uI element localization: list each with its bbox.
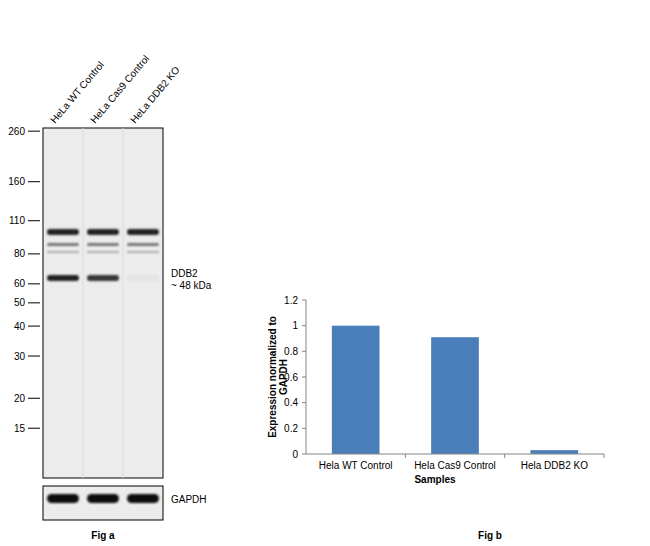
- blot-frame: [43, 128, 163, 478]
- x-tick: [604, 454, 605, 458]
- upper-band: [87, 229, 119, 235]
- x-tick-label: Hela DDB2 KO: [521, 460, 588, 471]
- mw-label: 20: [14, 393, 26, 404]
- gapdh-band: [127, 494, 159, 503]
- upper-band-faint: [47, 251, 79, 253]
- loading-control-label: GAPDH: [171, 494, 207, 505]
- gapdh-band: [47, 494, 79, 502]
- caption: Fig b: [478, 530, 502, 541]
- lane-label: HeLa DDB2 KO: [128, 64, 182, 125]
- mw-tick: [28, 131, 40, 132]
- y-tick: [302, 454, 306, 455]
- y-tick: [302, 351, 306, 352]
- bar: [332, 326, 380, 454]
- upper-band-faint: [87, 251, 119, 253]
- mw-label: 160: [8, 176, 25, 187]
- upper-band-faint: [127, 251, 159, 253]
- upper-band-faint: [47, 243, 79, 246]
- bar-chart: 00.20.40.60.811.2Hela WT ControlHela Cas…: [267, 295, 604, 542]
- mw-tick: [28, 181, 40, 182]
- y-tick-label: 1: [292, 320, 298, 331]
- x-tick: [405, 454, 406, 458]
- mw-tick: [28, 253, 40, 254]
- ddb2-band: [87, 275, 119, 281]
- y-tick-label: 0.2: [284, 423, 298, 434]
- y-tick-label: 0.4: [284, 397, 298, 408]
- bar: [431, 337, 479, 454]
- y-tick: [302, 325, 306, 326]
- mw-label: 30: [14, 351, 26, 362]
- upper-band-faint: [87, 243, 119, 246]
- canvas: HeLa WT ControlHeLa Cas9 ControlHeLa DDB…: [0, 0, 650, 546]
- y-tick: [302, 428, 306, 429]
- bar: [530, 450, 578, 454]
- lane-separator: [83, 128, 84, 478]
- band-label: DDB2: [171, 268, 198, 279]
- y-tick: [302, 377, 306, 378]
- mw-label: 50: [14, 297, 26, 308]
- ddb2-band: [127, 275, 159, 281]
- x-axis-label: Samples: [414, 474, 456, 485]
- mw-tick: [28, 428, 40, 429]
- y-tick: [302, 402, 306, 403]
- gapdh-band: [127, 494, 159, 502]
- x-tick: [504, 454, 505, 458]
- x-tick-label: Hela Cas9 Control: [414, 460, 496, 471]
- y-tick-label: 0: [292, 449, 298, 460]
- upper-band: [47, 229, 79, 235]
- x-axis: [306, 454, 604, 455]
- gapdh-band: [87, 494, 119, 503]
- mw-tick: [28, 326, 40, 327]
- gapdh-frame: [43, 486, 163, 520]
- mw-label: 15: [14, 423, 26, 434]
- mw-tick: [28, 283, 40, 284]
- mw-label: 260: [8, 126, 25, 137]
- ddb2-band: [47, 275, 79, 281]
- y-axis-label: GAPDH: [278, 359, 289, 395]
- y-tick-label: 0.8: [284, 346, 298, 357]
- lane-separator: [123, 128, 124, 478]
- mw-label: 60: [14, 278, 26, 289]
- mw-label: 80: [14, 248, 26, 259]
- mw-label: 40: [14, 321, 26, 332]
- mw-tick: [28, 302, 40, 303]
- mw-tick: [28, 220, 40, 221]
- gapdh-band: [87, 494, 119, 502]
- y-tick-label: 1.2: [284, 295, 298, 306]
- x-tick-label: Hela WT Control: [319, 460, 393, 471]
- band-label: ~ 48 kDa: [171, 280, 212, 291]
- gapdh-band: [47, 494, 79, 503]
- mw-label: 110: [9, 215, 25, 226]
- mw-tick: [28, 356, 40, 357]
- y-axis-label: Expression normalized to: [267, 316, 278, 438]
- y-tick: [302, 300, 306, 301]
- caption: Fig a: [91, 530, 115, 541]
- upper-band-faint: [127, 243, 159, 246]
- upper-band: [127, 229, 159, 235]
- figure: HeLa WT ControlHeLa Cas9 ControlHeLa DDB…: [0, 0, 650, 546]
- blot-panel: HeLa WT ControlHeLa Cas9 ControlHeLa DDB…: [8, 53, 211, 541]
- bars: [332, 326, 578, 454]
- mw-tick: [28, 398, 40, 399]
